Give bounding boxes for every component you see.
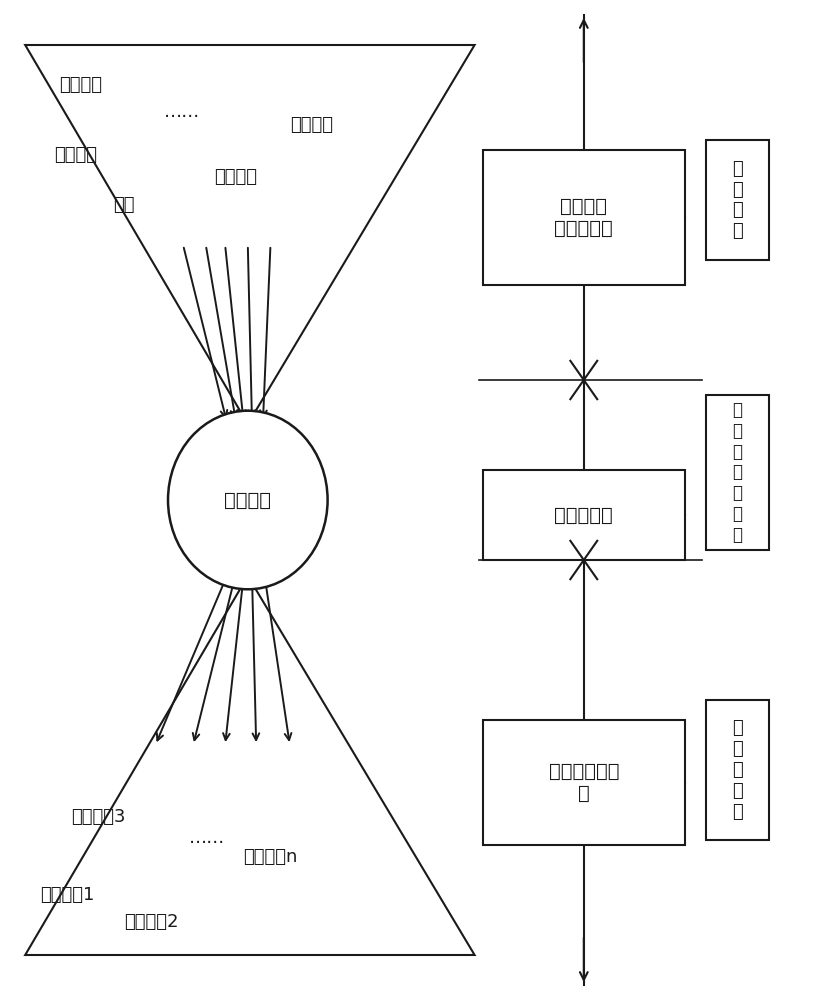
Text: 监控终端n: 监控终端n — [244, 848, 298, 866]
Text: 电力终端
数据采集层: 电力终端 数据采集层 — [554, 197, 613, 238]
Text: 终端电流: 终端电流 — [55, 146, 97, 164]
Text: 监控中心层: 监控中心层 — [554, 506, 613, 524]
Bar — [483, 150, 685, 285]
Text: 电脑终端监控
层: 电脑终端监控 层 — [549, 762, 619, 803]
Text: 实时数据: 实时数据 — [224, 490, 271, 510]
Text: 电压: 电压 — [113, 196, 135, 214]
Bar — [706, 700, 769, 840]
Text: 线路电压: 线路电压 — [290, 116, 333, 134]
Text: 监控终端2: 监控终端2 — [124, 913, 179, 931]
Text: 数
据
存
储
和
分
析: 数 据 存 储 和 分 析 — [732, 401, 742, 544]
Bar — [706, 395, 769, 550]
Bar — [483, 720, 685, 845]
Text: 线路电流: 线路电流 — [214, 168, 257, 186]
Text: 监控终端3: 监控终端3 — [71, 808, 126, 826]
Bar — [483, 470, 685, 560]
Ellipse shape — [168, 411, 328, 589]
Text: 数
据
采
集: 数 据 采 集 — [732, 160, 743, 240]
Text: ……: …… — [189, 829, 225, 847]
Text: 可
视
化
监
控: 可 视 化 监 控 — [732, 719, 743, 821]
Text: ……: …… — [164, 103, 200, 121]
Bar — [706, 140, 769, 260]
Text: 终端电压: 终端电压 — [59, 76, 102, 94]
Text: 监控终端1: 监控终端1 — [40, 886, 95, 904]
